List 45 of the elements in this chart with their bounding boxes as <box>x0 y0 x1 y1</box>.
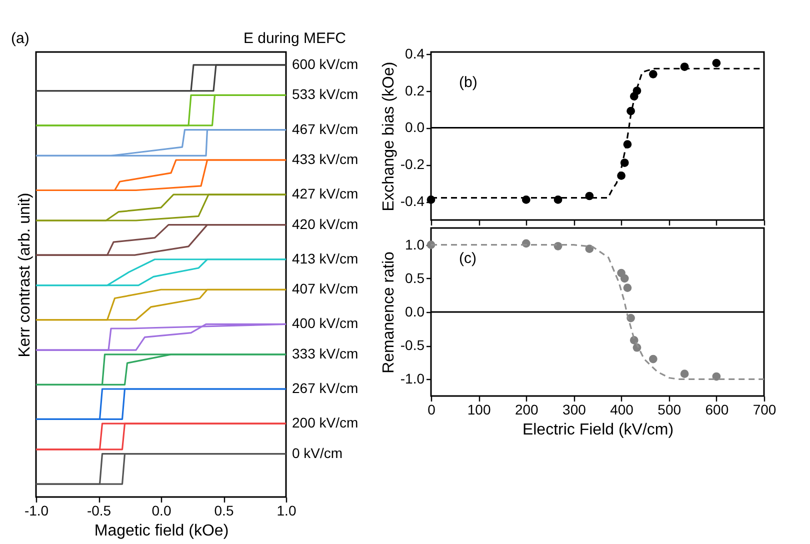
series-label: 407 kV/cm <box>292 280 358 297</box>
x-tick-label: 400 <box>610 402 634 418</box>
series-label: 427 kV/cm <box>292 186 358 202</box>
x-tick-label: 0.5 <box>214 502 234 518</box>
series-label: 200 kV/cm <box>292 414 358 431</box>
x-tick-label: 200 <box>514 402 539 418</box>
y-tick-label: 0.0 <box>405 304 425 320</box>
y-tick-label: 0.5 <box>405 270 425 286</box>
series-label: 600 kV/cm <box>292 56 358 72</box>
x-tick-label: -1.0 <box>24 502 49 518</box>
y-tick-label: 1.0 <box>405 236 425 252</box>
series-label: 533 kV/cm <box>292 86 358 102</box>
y-tick-label: -0.4 <box>400 193 425 210</box>
x-tick-label: 100 <box>467 402 491 418</box>
text: E during MEFC <box>243 30 346 47</box>
series-label: 420 kV/cm <box>292 216 358 232</box>
y-tick-label: 0.4 <box>405 45 425 62</box>
series-label: 0 kV/cm <box>292 444 343 461</box>
text: (a) <box>11 30 30 47</box>
annotation: (b) <box>459 74 478 91</box>
y-tick-label: 0.0 <box>405 119 425 136</box>
y-tick-label: -0.2 <box>400 156 425 172</box>
y-axis-title: Exchange bias (kOe) <box>380 62 398 212</box>
x-tick-label: 300 <box>562 402 586 418</box>
y-tick-label: 0.2 <box>405 82 425 98</box>
series-label: 413 kV/cm <box>292 250 358 266</box>
x-tick-label: 0.0 <box>152 502 172 518</box>
x-tick-label: 700 <box>752 402 776 418</box>
x-tick-label: 500 <box>658 402 682 418</box>
x-tick-label: 1.0 <box>276 502 296 518</box>
x-tick-label: -0.5 <box>86 502 112 518</box>
series-label: 400 kV/cm <box>292 315 358 332</box>
x-axis-title: Magetic field (kOe) <box>94 522 229 540</box>
series-label: 267 kV/cm <box>292 380 358 396</box>
y-tick-label: -0.5 <box>400 337 425 354</box>
x-tick-label: 600 <box>705 402 729 418</box>
x-tick-label: 0 <box>428 402 436 418</box>
annotation: (c) <box>459 250 476 267</box>
series-label: 467 kV/cm <box>292 120 358 137</box>
y-axis-title: Remanence ratio <box>380 251 398 374</box>
series-label: 433 kV/cm <box>292 151 358 168</box>
y-axis-title: Kerr contrast (arb. unit) <box>16 192 34 358</box>
series-label: 333 kV/cm <box>292 345 358 362</box>
y-tick-label: -1.0 <box>400 370 425 387</box>
x-axis-title: Electric Field (kV/cm) <box>522 422 674 438</box>
